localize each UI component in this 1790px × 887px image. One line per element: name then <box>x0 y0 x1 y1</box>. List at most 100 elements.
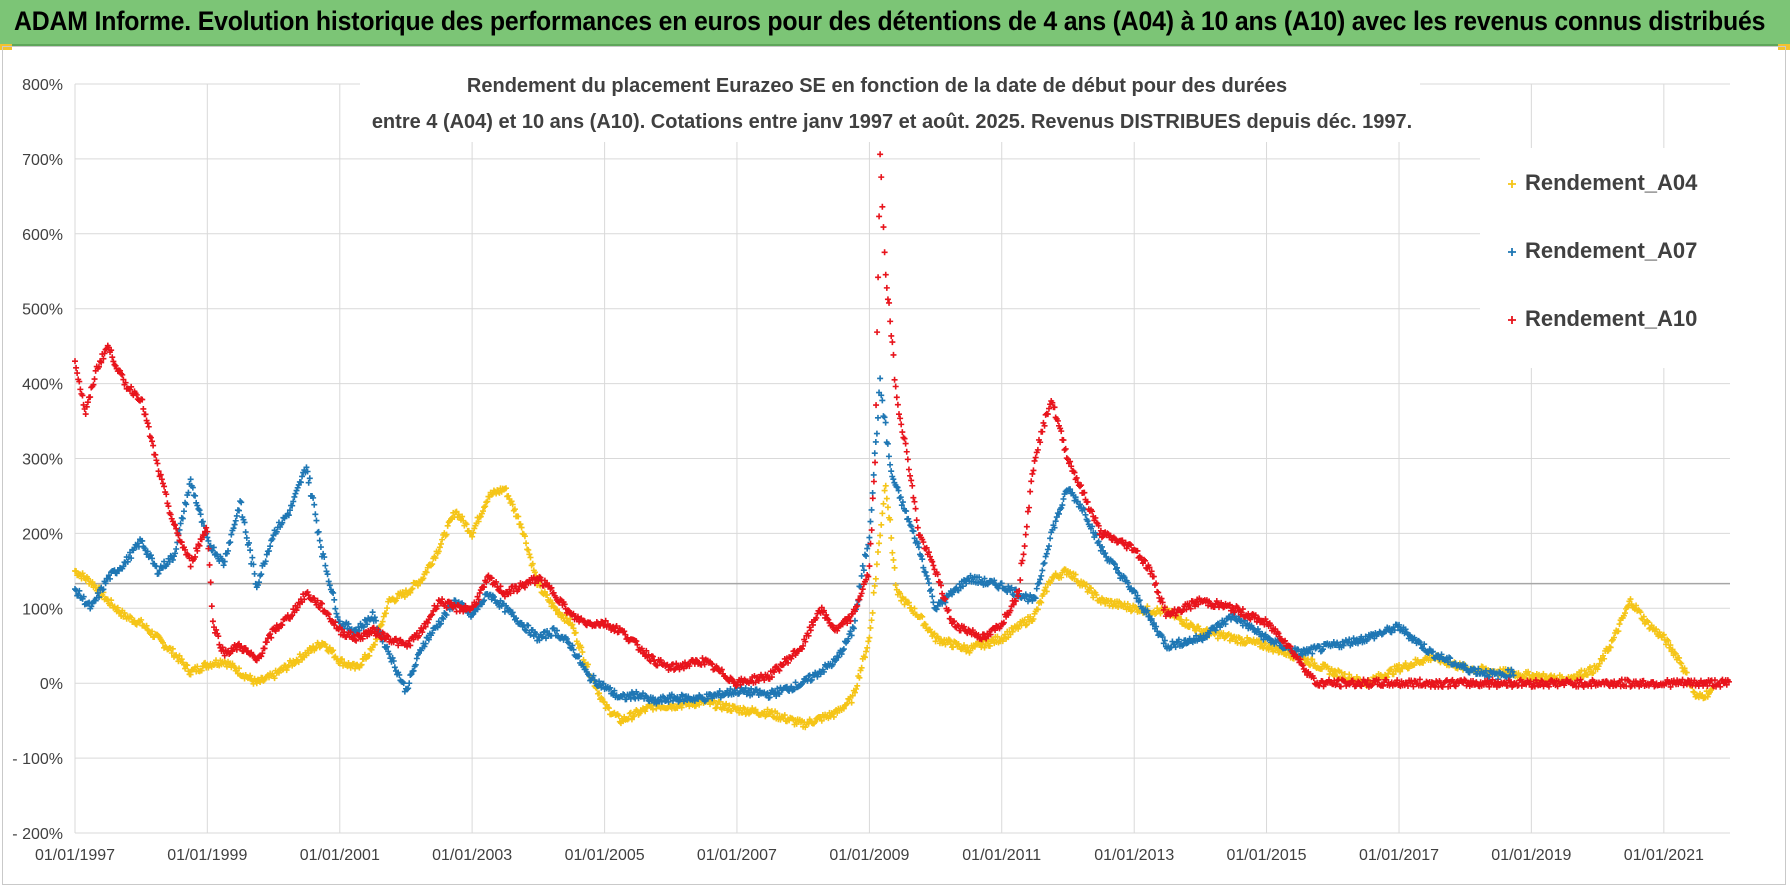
data-point <box>120 563 127 570</box>
data-point <box>1316 643 1323 650</box>
data-point <box>776 691 783 698</box>
data-point <box>1607 644 1614 651</box>
data-point <box>128 383 135 390</box>
data-point <box>844 620 851 627</box>
data-point <box>378 621 385 628</box>
data-point <box>903 508 910 515</box>
data-point <box>152 451 159 458</box>
data-point <box>954 622 961 629</box>
x-tick-label: 01/01/2017 <box>1359 847 1439 864</box>
data-point <box>1071 469 1078 476</box>
data-point <box>998 580 1005 587</box>
data-point <box>872 438 879 445</box>
data-point <box>390 639 397 646</box>
data-point <box>1358 683 1365 690</box>
data-point <box>290 498 297 505</box>
data-point <box>469 603 476 610</box>
data-point <box>154 460 161 467</box>
data-point <box>894 484 901 491</box>
data-point <box>121 609 128 616</box>
data-point <box>482 503 489 510</box>
data-point <box>1009 591 1016 598</box>
data-point <box>671 666 678 673</box>
chart-title-background <box>360 62 1420 142</box>
data-point <box>542 635 549 642</box>
data-point <box>728 708 735 715</box>
data-point <box>878 174 885 181</box>
data-point <box>87 394 94 401</box>
data-point <box>1660 631 1667 638</box>
data-point <box>155 570 162 577</box>
data-point <box>1180 641 1187 648</box>
data-point <box>701 698 708 705</box>
data-point <box>883 495 890 502</box>
data-point <box>204 528 211 535</box>
data-point <box>425 636 432 643</box>
data-point <box>992 627 999 634</box>
data-point <box>906 518 913 525</box>
data-point <box>370 624 377 631</box>
data-point <box>1098 534 1105 541</box>
data-point <box>474 593 481 600</box>
data-point <box>899 499 906 506</box>
y-tick-label: 600% <box>22 227 63 244</box>
data-point <box>407 589 414 596</box>
data-point <box>823 611 830 618</box>
data-point <box>1717 683 1724 690</box>
data-point <box>665 698 672 705</box>
data-point <box>843 617 850 624</box>
data-point <box>658 698 665 705</box>
data-point <box>369 609 376 616</box>
data-point <box>866 534 873 541</box>
data-point <box>189 484 196 491</box>
data-point <box>229 648 236 655</box>
data-point <box>1058 574 1065 581</box>
data-point <box>889 549 896 556</box>
data-point <box>1311 660 1318 667</box>
data-point <box>615 712 622 719</box>
data-point <box>1040 560 1047 567</box>
data-point <box>119 371 126 378</box>
data-point <box>248 649 255 656</box>
legend: Rendement_A04 Rendement_A07 Rendement_A10 <box>1480 148 1730 368</box>
data-point <box>733 706 740 713</box>
data-point <box>881 249 888 256</box>
data-point <box>429 561 436 568</box>
data-point <box>165 503 172 510</box>
data-point <box>1123 545 1130 552</box>
data-point <box>864 644 871 651</box>
data-point <box>527 631 534 638</box>
data-point <box>1017 577 1024 584</box>
data-point <box>981 644 988 651</box>
data-point <box>521 533 528 540</box>
data-point <box>315 528 322 535</box>
data-point <box>526 551 533 558</box>
data-point <box>830 713 837 720</box>
data-point <box>326 582 333 589</box>
data-point <box>311 501 318 508</box>
data-point <box>853 686 860 693</box>
data-point <box>1590 669 1597 676</box>
data-point <box>390 657 397 664</box>
data-point <box>1333 681 1340 688</box>
data-point <box>225 547 232 554</box>
data-point <box>1033 585 1040 592</box>
data-point <box>999 638 1006 645</box>
data-point <box>1420 659 1427 666</box>
data-point <box>800 642 807 649</box>
data-point <box>868 527 875 534</box>
data-point <box>876 540 883 547</box>
data-point <box>311 595 318 602</box>
data-point <box>645 651 652 658</box>
data-point <box>102 346 109 353</box>
data-point <box>306 475 313 482</box>
data-point <box>182 546 189 553</box>
data-point <box>185 552 192 559</box>
data-point <box>216 641 223 648</box>
data-point <box>1267 622 1274 629</box>
data-point <box>268 634 275 641</box>
data-point <box>1238 609 1245 616</box>
data-point <box>1605 647 1612 654</box>
data-point <box>919 613 926 620</box>
data-point <box>877 375 884 382</box>
